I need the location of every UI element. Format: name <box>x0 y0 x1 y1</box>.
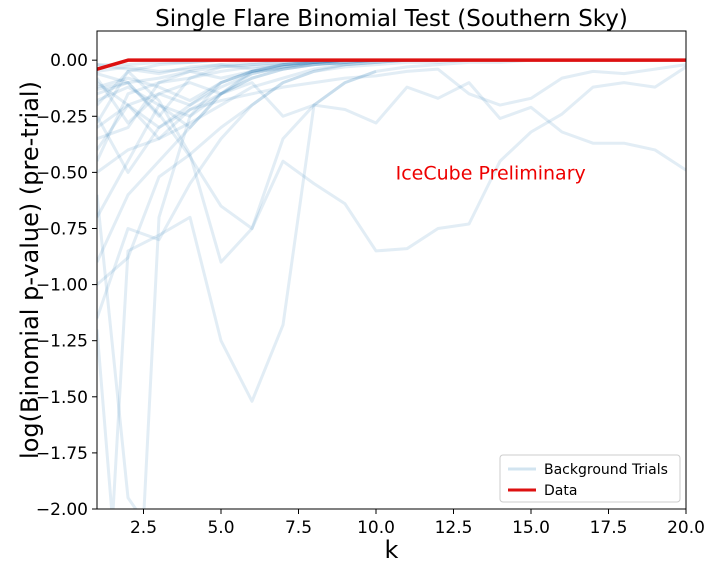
background-trial-line <box>97 58 438 76</box>
legend-label-data: Data <box>544 483 577 499</box>
background-trial-line <box>97 65 686 253</box>
series-layer <box>97 58 686 509</box>
chart-title: Single Flare Binomial Test (Southern Sky… <box>155 6 628 32</box>
y-tick-label: −1.25 <box>36 332 88 352</box>
x-tick-label: 12.5 <box>435 518 473 538</box>
legend-box <box>499 454 681 503</box>
background-trial-line <box>97 63 686 129</box>
y-tick-label: 0.00 <box>50 51 88 71</box>
y-tick-label: −1.50 <box>36 388 88 408</box>
legend: Background Trials Data <box>499 454 681 503</box>
y-tick-label: −1.00 <box>36 276 88 296</box>
x-tick-label: 17.5 <box>590 518 628 538</box>
plot-frame <box>96 30 687 510</box>
y-tick-label: −0.25 <box>36 107 88 127</box>
y-axis: 0.00 −0.25 −0.50 −0.75 −1.00 −1.25 −1.50 −1.75 −… <box>36 51 97 520</box>
plot-area <box>97 31 686 509</box>
y-tick-label: −0.75 <box>36 219 88 239</box>
background-trial-line <box>97 58 377 509</box>
x-tick-label: 15.0 <box>512 518 550 538</box>
x-tick-label: 10.0 <box>357 518 395 538</box>
data-series-line <box>97 58 686 71</box>
background-trial-line <box>97 58 438 174</box>
x-tick-label: 5.0 <box>207 518 234 538</box>
y-axis-label: log(Binomial p-value) (pre-trial) <box>16 81 44 459</box>
annotation-icecube-preliminary: IceCube Preliminary <box>396 162 586 184</box>
x-tick-label: 20.0 <box>667 518 705 538</box>
legend-label-background-trials: Background Trials <box>544 462 668 478</box>
y-tick-label: −2.00 <box>36 500 88 520</box>
y-tick-label: −1.75 <box>36 444 88 464</box>
x-tick-label: 7.5 <box>285 518 312 538</box>
y-tick-label: −0.50 <box>36 163 88 183</box>
x-tick-label: 2.5 <box>130 518 157 538</box>
background-trial-line <box>97 69 686 264</box>
background-trial-line <box>97 58 438 286</box>
x-axis: 2.5 5.0 7.5 10.0 12.5 15.0 17.5 20.0 <box>130 509 705 538</box>
x-axis-label: k <box>385 536 399 564</box>
background-trial-line <box>97 58 377 263</box>
background-trial-line <box>97 69 377 509</box>
